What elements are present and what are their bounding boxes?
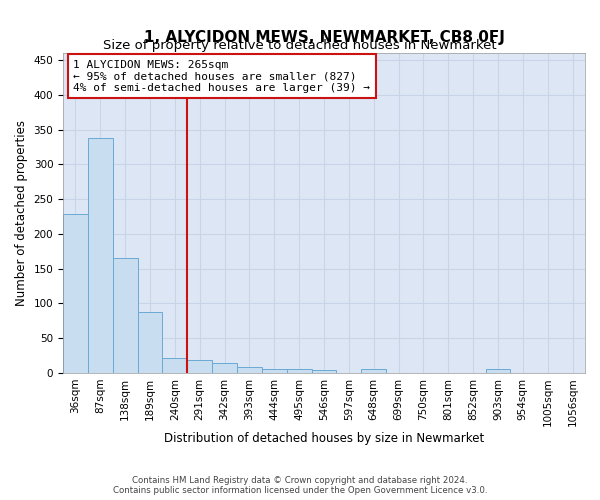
- Bar: [63, 214, 88, 373]
- Bar: [113, 258, 137, 373]
- Bar: [187, 360, 212, 373]
- Bar: [212, 362, 237, 373]
- Bar: [287, 370, 311, 373]
- Y-axis label: Number of detached properties: Number of detached properties: [15, 120, 28, 306]
- Text: 1 ALYCIDON MEWS: 265sqm
← 95% of detached houses are smaller (827)
4% of semi-de: 1 ALYCIDON MEWS: 265sqm ← 95% of detache…: [73, 60, 370, 92]
- Bar: [237, 368, 262, 373]
- Bar: [137, 312, 163, 373]
- Title: 1, ALYCIDON MEWS, NEWMARKET, CB8 0FJ: 1, ALYCIDON MEWS, NEWMARKET, CB8 0FJ: [143, 30, 505, 45]
- Bar: [88, 138, 113, 373]
- Bar: [485, 370, 511, 373]
- Bar: [163, 358, 187, 373]
- Bar: [311, 370, 337, 373]
- Bar: [361, 370, 386, 373]
- Bar: [262, 369, 287, 373]
- Text: Size of property relative to detached houses in Newmarket: Size of property relative to detached ho…: [103, 40, 497, 52]
- X-axis label: Distribution of detached houses by size in Newmarket: Distribution of detached houses by size …: [164, 432, 484, 445]
- Text: Contains HM Land Registry data © Crown copyright and database right 2024.
Contai: Contains HM Land Registry data © Crown c…: [113, 476, 487, 495]
